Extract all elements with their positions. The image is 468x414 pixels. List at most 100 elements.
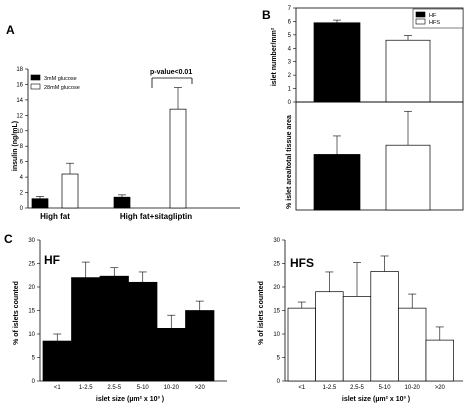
chart-a-y-axis-label: insulin (ng/mL) [12, 121, 19, 171]
significance-bracket [151, 77, 193, 88]
c-hfs-category-label-5: >20 [435, 385, 446, 391]
b-top-ytick-label-6: 6 [288, 19, 292, 25]
b-bottom-bar-hfs [385, 144, 431, 211]
c-hfs-ytick-label-20: 20 [273, 285, 280, 291]
legend-label-hf: HF [429, 13, 437, 19]
chart-b-top-bars [313, 22, 431, 103]
c-hfs-category-label-4: 10-20 [405, 385, 421, 391]
c-hf-ytick-label-25: 25 [28, 262, 35, 268]
c-hfs-category-label-2: 2.5-5 [350, 385, 364, 391]
b-top-ytick-label-1: 1 [288, 87, 292, 93]
chart-c-hf-title: HF [44, 253, 60, 267]
c-hf-bar-3 [128, 281, 158, 382]
b-top-ytick-label-4: 4 [288, 46, 292, 52]
c-hfs-bar-1 [315, 291, 344, 382]
a-ytick-label-14: 14 [16, 98, 23, 104]
chart-c-hf-x-axis-label: islet size (µm² x 10³ ) [96, 396, 164, 403]
c-hfs-ytick-label-15: 15 [273, 309, 280, 315]
legend-swatch-hfs [415, 18, 426, 25]
a-category-label-0: High fat [40, 212, 70, 221]
chart-b-bottom: % islet area/total tissue area [286, 101, 464, 211]
chart-b-bottom-axes [295, 101, 464, 211]
c-hf-category-label-0: <1 [54, 385, 62, 391]
c-hf-ytick-label-10: 10 [28, 332, 35, 338]
c-hf-bar-4 [156, 328, 186, 382]
c-hf-category-label-3: 5-10 [137, 385, 150, 391]
c-hfs-bar-2 [342, 296, 372, 382]
b-top-ytick-label-7: 7 [288, 6, 292, 12]
c-hf-category-label-2: 2.5-5 [107, 385, 121, 391]
c-hfs-ytick-label-5: 5 [277, 356, 281, 362]
b-top-ytick-label-5: 5 [288, 33, 292, 39]
b-top-bar-hf [313, 22, 361, 103]
a-bar-3mm-glucose-1 [113, 196, 131, 209]
b-top-ytick-label-0: 0 [288, 100, 292, 106]
c-hfs-category-label-1: 1-2.5 [323, 385, 337, 391]
c-hf-ytick-label-0: 0 [32, 379, 36, 385]
chart-a: 0 2 4 6 8 10 12 14 16 18 High fat High fat+sitagli… [12, 67, 240, 221]
chart-b-bottom-y-axis-label: % islet area/total tissue area [286, 115, 293, 209]
c-hfs-ytick-label-10: 10 [273, 332, 280, 338]
b-top-ytick-label-3: 3 [288, 60, 292, 66]
c-hfs-ytick-label-0: 0 [277, 379, 281, 385]
chart-b-top-errorbars [333, 19, 412, 41]
c-hf-bar-0 [42, 340, 72, 382]
chart-a-bars [31, 108, 187, 209]
chart-c-hf-y-axis-label: % of islets counted [13, 281, 20, 345]
chart-b-legend: HF HFS [412, 8, 464, 29]
b-bottom-bar-hf [313, 154, 361, 211]
a-ytick-label-8: 8 [20, 144, 24, 150]
a-category-label-1: High fat+sitagliptin [120, 212, 192, 221]
a-ytick-label-4: 4 [20, 175, 24, 181]
chart-a-legend: 3mM glucose 28mM glucose [30, 74, 80, 91]
legend-swatch-28mm [30, 83, 41, 90]
chart-c-hfs-errorbars [297, 255, 444, 341]
chart-a-category-labels: High fat High fat+sitagliptin [40, 212, 192, 221]
chart-c-hfs-title: HFS [290, 256, 314, 270]
c-hf-ytick-label-5: 5 [32, 356, 36, 362]
a-ytick-label-16: 16 [16, 82, 23, 88]
c-hfs-bar-0 [287, 307, 316, 382]
chart-c-hfs-y-axis-label: % of islets counted [258, 281, 265, 345]
p-value-annotation: p-value<0.01 [150, 69, 192, 76]
a-ytick-label-2: 2 [20, 191, 24, 197]
a-bar-3mm-glucose-0 [31, 198, 49, 209]
chart-c-hf-bars [42, 275, 215, 382]
c-hf-bar-1 [71, 277, 101, 382]
a-ytick-label-0: 0 [20, 206, 24, 212]
chart-c-hf-errorbars [53, 261, 204, 342]
c-hfs-category-label-3: 5-10 [379, 385, 392, 391]
chart-c-hfs-x-axis-label: islet size (µm² x 10³ ) [342, 396, 410, 403]
b-top-ytick-label-2: 2 [288, 73, 292, 79]
panel-letter-c: C [4, 232, 13, 246]
a-ytick-label-10: 10 [16, 129, 23, 135]
chart-b-bottom-bars [313, 144, 431, 211]
c-hf-ytick-label-30: 30 [28, 238, 35, 244]
a-bar-28mm-glucose-0 [61, 173, 79, 209]
chart-c-hfs: 0 5 10 15 20 25 30 <1 1-2.5 2.5-5 5-10 10-20 >20 HF… [258, 238, 463, 403]
chart-b-top-y-axis-label: islet number/mm² [271, 27, 278, 86]
chart-c-hf-ticks: 0 5 10 15 20 25 30 [28, 238, 40, 385]
legend-label-28mm: 28mM glucose [44, 85, 80, 91]
c-hf-category-label-4: 10-20 [164, 385, 180, 391]
chart-c-hfs-category-labels: <1 1-2.5 2.5-5 5-10 10-20 >20 [298, 385, 445, 391]
c-hf-bar-2 [99, 275, 129, 382]
chart-a-errorbars [36, 87, 182, 199]
chart-c-hf-category-labels: <1 1-2.5 2.5-5 5-10 10-20 >20 [54, 385, 206, 391]
chart-a-ticks: 0 2 4 6 8 10 12 14 16 18 [16, 67, 28, 212]
c-hf-ytick-label-15: 15 [28, 309, 35, 315]
c-hf-category-label-1: 1-2.5 [79, 385, 93, 391]
legend-swatch-hf [415, 11, 426, 18]
c-hfs-ytick-label-25: 25 [273, 262, 280, 268]
c-hfs-ytick-label-30: 30 [273, 238, 280, 244]
a-ytick-label-12: 12 [16, 113, 23, 119]
c-hfs-bar-3 [370, 271, 399, 382]
a-bar-28mm-glucose-1 [169, 108, 187, 209]
c-hf-bar-5 [185, 310, 215, 382]
legend-label-hfs: HFS [429, 20, 440, 26]
chart-c-hfs-ticks: 0 5 10 15 20 25 30 [273, 238, 285, 385]
c-hf-category-label-5: >20 [195, 385, 206, 391]
chart-b-top-ticks: 0 1 2 3 4 5 6 7 [288, 6, 296, 106]
b-top-bar-hfs [385, 39, 431, 103]
chart-c-hf: 0 5 10 15 20 25 30 <1 1-2.5 2.5-5 5-10 10-20 >20 HF… [13, 238, 227, 403]
